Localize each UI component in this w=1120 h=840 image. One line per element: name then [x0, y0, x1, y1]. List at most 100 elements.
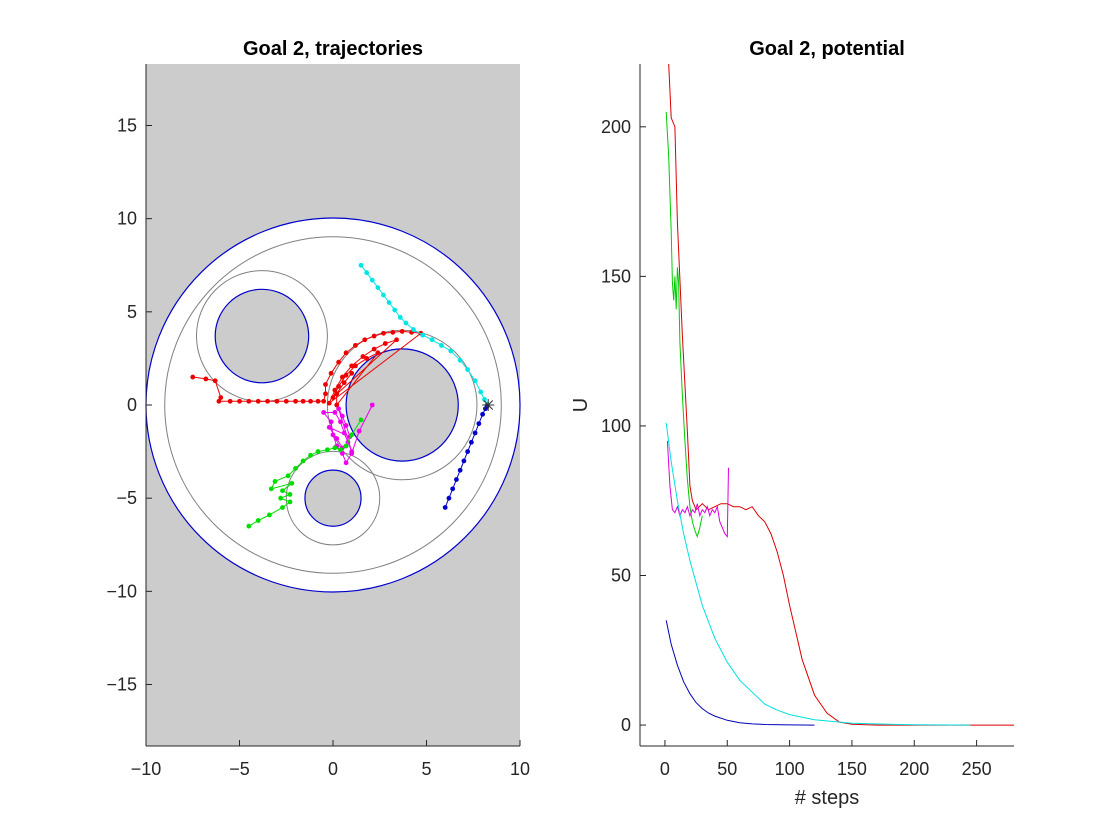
trajectory-blue-point — [465, 449, 471, 454]
trajectory-blue-point — [480, 411, 485, 417]
trajectories-y-tick-label: −5 — [116, 488, 137, 508]
trajectory-blue-point — [468, 439, 474, 445]
trajectory-cyan-point — [465, 367, 471, 372]
trajectory-green-point — [278, 495, 284, 501]
trajectory-magenta — [321, 402, 375, 466]
trajectory-red-point — [308, 398, 313, 404]
trajectory-red-point — [360, 354, 366, 359]
workspace-geometry — [145, 217, 521, 593]
trajectory-red-point — [336, 359, 342, 365]
trajectory-cyan-point — [482, 397, 487, 402]
trajectories-y-tick-label: 5 — [127, 302, 137, 322]
trajectory-green-path — [248, 419, 362, 527]
trajectory-blue-point — [457, 467, 463, 473]
potential-axes: 0 50 100 150 200 250 0 50 100 150 200 — [601, 64, 1014, 779]
obstacle-ring — [285, 450, 381, 546]
potential-series — [665, 63, 1014, 726]
potential-panel: 0 50 100 150 200 250 0 50 100 150 200 Goal 2, pote… — [570, 38, 1014, 809]
potential-x-tick-label: 100 — [775, 759, 805, 779]
trajectory-red-point — [362, 337, 368, 343]
trajectory-red-point — [349, 363, 355, 369]
potential-x-tick-label: 0 — [660, 759, 670, 779]
trajectory-green-point — [315, 449, 321, 454]
trajectory-red-point — [381, 330, 386, 336]
trajectory-cyan-point — [439, 342, 444, 348]
trajectory-green-point — [287, 499, 293, 505]
trajectory-blue-point — [442, 505, 448, 510]
trajectory-red-point — [190, 374, 196, 380]
potential-line-blue — [665, 620, 815, 726]
goal-marker — [482, 399, 495, 411]
obstacle-disk — [304, 469, 362, 527]
trajectory-magenta-point — [332, 410, 338, 415]
trajectory-magenta-point — [356, 428, 362, 434]
trajectory-green-point — [358, 417, 364, 423]
trajectory-cyan-point — [381, 292, 386, 298]
trajectories-x-tick-label: −5 — [229, 759, 250, 779]
potential-x-tick-label: 50 — [717, 759, 737, 779]
trajectory-green-point — [343, 443, 349, 449]
trajectory-red-point — [339, 374, 345, 380]
potential-line-magenta — [666, 440, 729, 538]
trajectory-green-point — [246, 523, 252, 529]
trajectory-red-point — [390, 329, 396, 335]
potential-title: Goal 2, potential — [749, 38, 905, 60]
trajectory-magenta-point — [369, 402, 375, 408]
trajectory-red-point — [328, 370, 334, 376]
trajectory-cyan-point — [429, 337, 435, 343]
trajectories-x-tick-label: 5 — [421, 759, 431, 779]
potential-line-cyan — [665, 422, 971, 726]
workspace-boundary — [145, 217, 521, 593]
trajectory-green-point — [332, 445, 338, 451]
goal-marker-stroke — [483, 400, 494, 410]
trajectory-red-point — [274, 398, 280, 404]
trajectory-magenta-point — [336, 406, 342, 412]
trajectories-axes: −10 −5 0 5 10 −15 −10 −5 0 5 10 15 — [106, 64, 530, 779]
trajectory-green-point — [280, 488, 285, 494]
potential-x-tick-label: 250 — [962, 759, 992, 779]
potential-line-green — [665, 111, 703, 539]
obstacle-disk — [345, 348, 459, 462]
trajectory-magenta-point — [330, 432, 336, 438]
trajectory-red-point — [246, 398, 252, 404]
trajectory-cyan-point — [392, 307, 398, 313]
trajectories-y-tick-label: 15 — [117, 115, 137, 135]
trajectory-green-point — [280, 505, 285, 510]
trajectories-y-tick-label: 10 — [117, 209, 137, 229]
trajectory-green-point — [268, 486, 274, 492]
trajectory-red-point — [203, 376, 209, 382]
trajectory-magenta-point — [343, 460, 349, 466]
trajectory-cyan-point — [358, 262, 364, 268]
trajectory-magenta-point — [328, 419, 334, 425]
trajectory-green-point — [338, 447, 343, 453]
trajectory-red-point — [343, 372, 349, 378]
trajectories-y-tick-label: −15 — [106, 675, 137, 695]
trajectory-red-point — [326, 400, 332, 406]
trajectory-green-point — [255, 518, 261, 523]
potential-x-tick-label: 150 — [837, 759, 867, 779]
trajectory-cyan-point — [448, 348, 454, 354]
trajectory-magenta-point — [326, 424, 332, 430]
trajectory-red-point — [332, 387, 338, 393]
trajectory-red-point — [343, 350, 349, 356]
trajectory-red-point — [323, 382, 328, 387]
trajectory-red-point — [336, 383, 342, 389]
trajectory-red-point — [394, 337, 399, 343]
trajectory-cyan-point — [457, 357, 463, 363]
trajectory-magenta-point — [341, 430, 347, 436]
trajectory-red-point — [349, 370, 355, 376]
trajectory-green-point — [285, 473, 291, 479]
trajectory-green-point — [300, 458, 306, 464]
trajectory-red-point — [300, 398, 306, 404]
trajectory-cyan-point — [472, 378, 478, 384]
trajectory-green-point — [293, 465, 298, 471]
trajectory-red-point — [293, 398, 298, 404]
trajectory-red-point — [227, 398, 233, 404]
potential-x-axis-label: # steps — [795, 787, 859, 809]
trajectory-red-point — [212, 378, 218, 384]
trajectory-red-point — [364, 356, 370, 361]
trajectory-red-point — [375, 350, 381, 356]
trajectory-magenta-point — [338, 419, 343, 425]
trajectory-magenta-point — [339, 413, 345, 419]
